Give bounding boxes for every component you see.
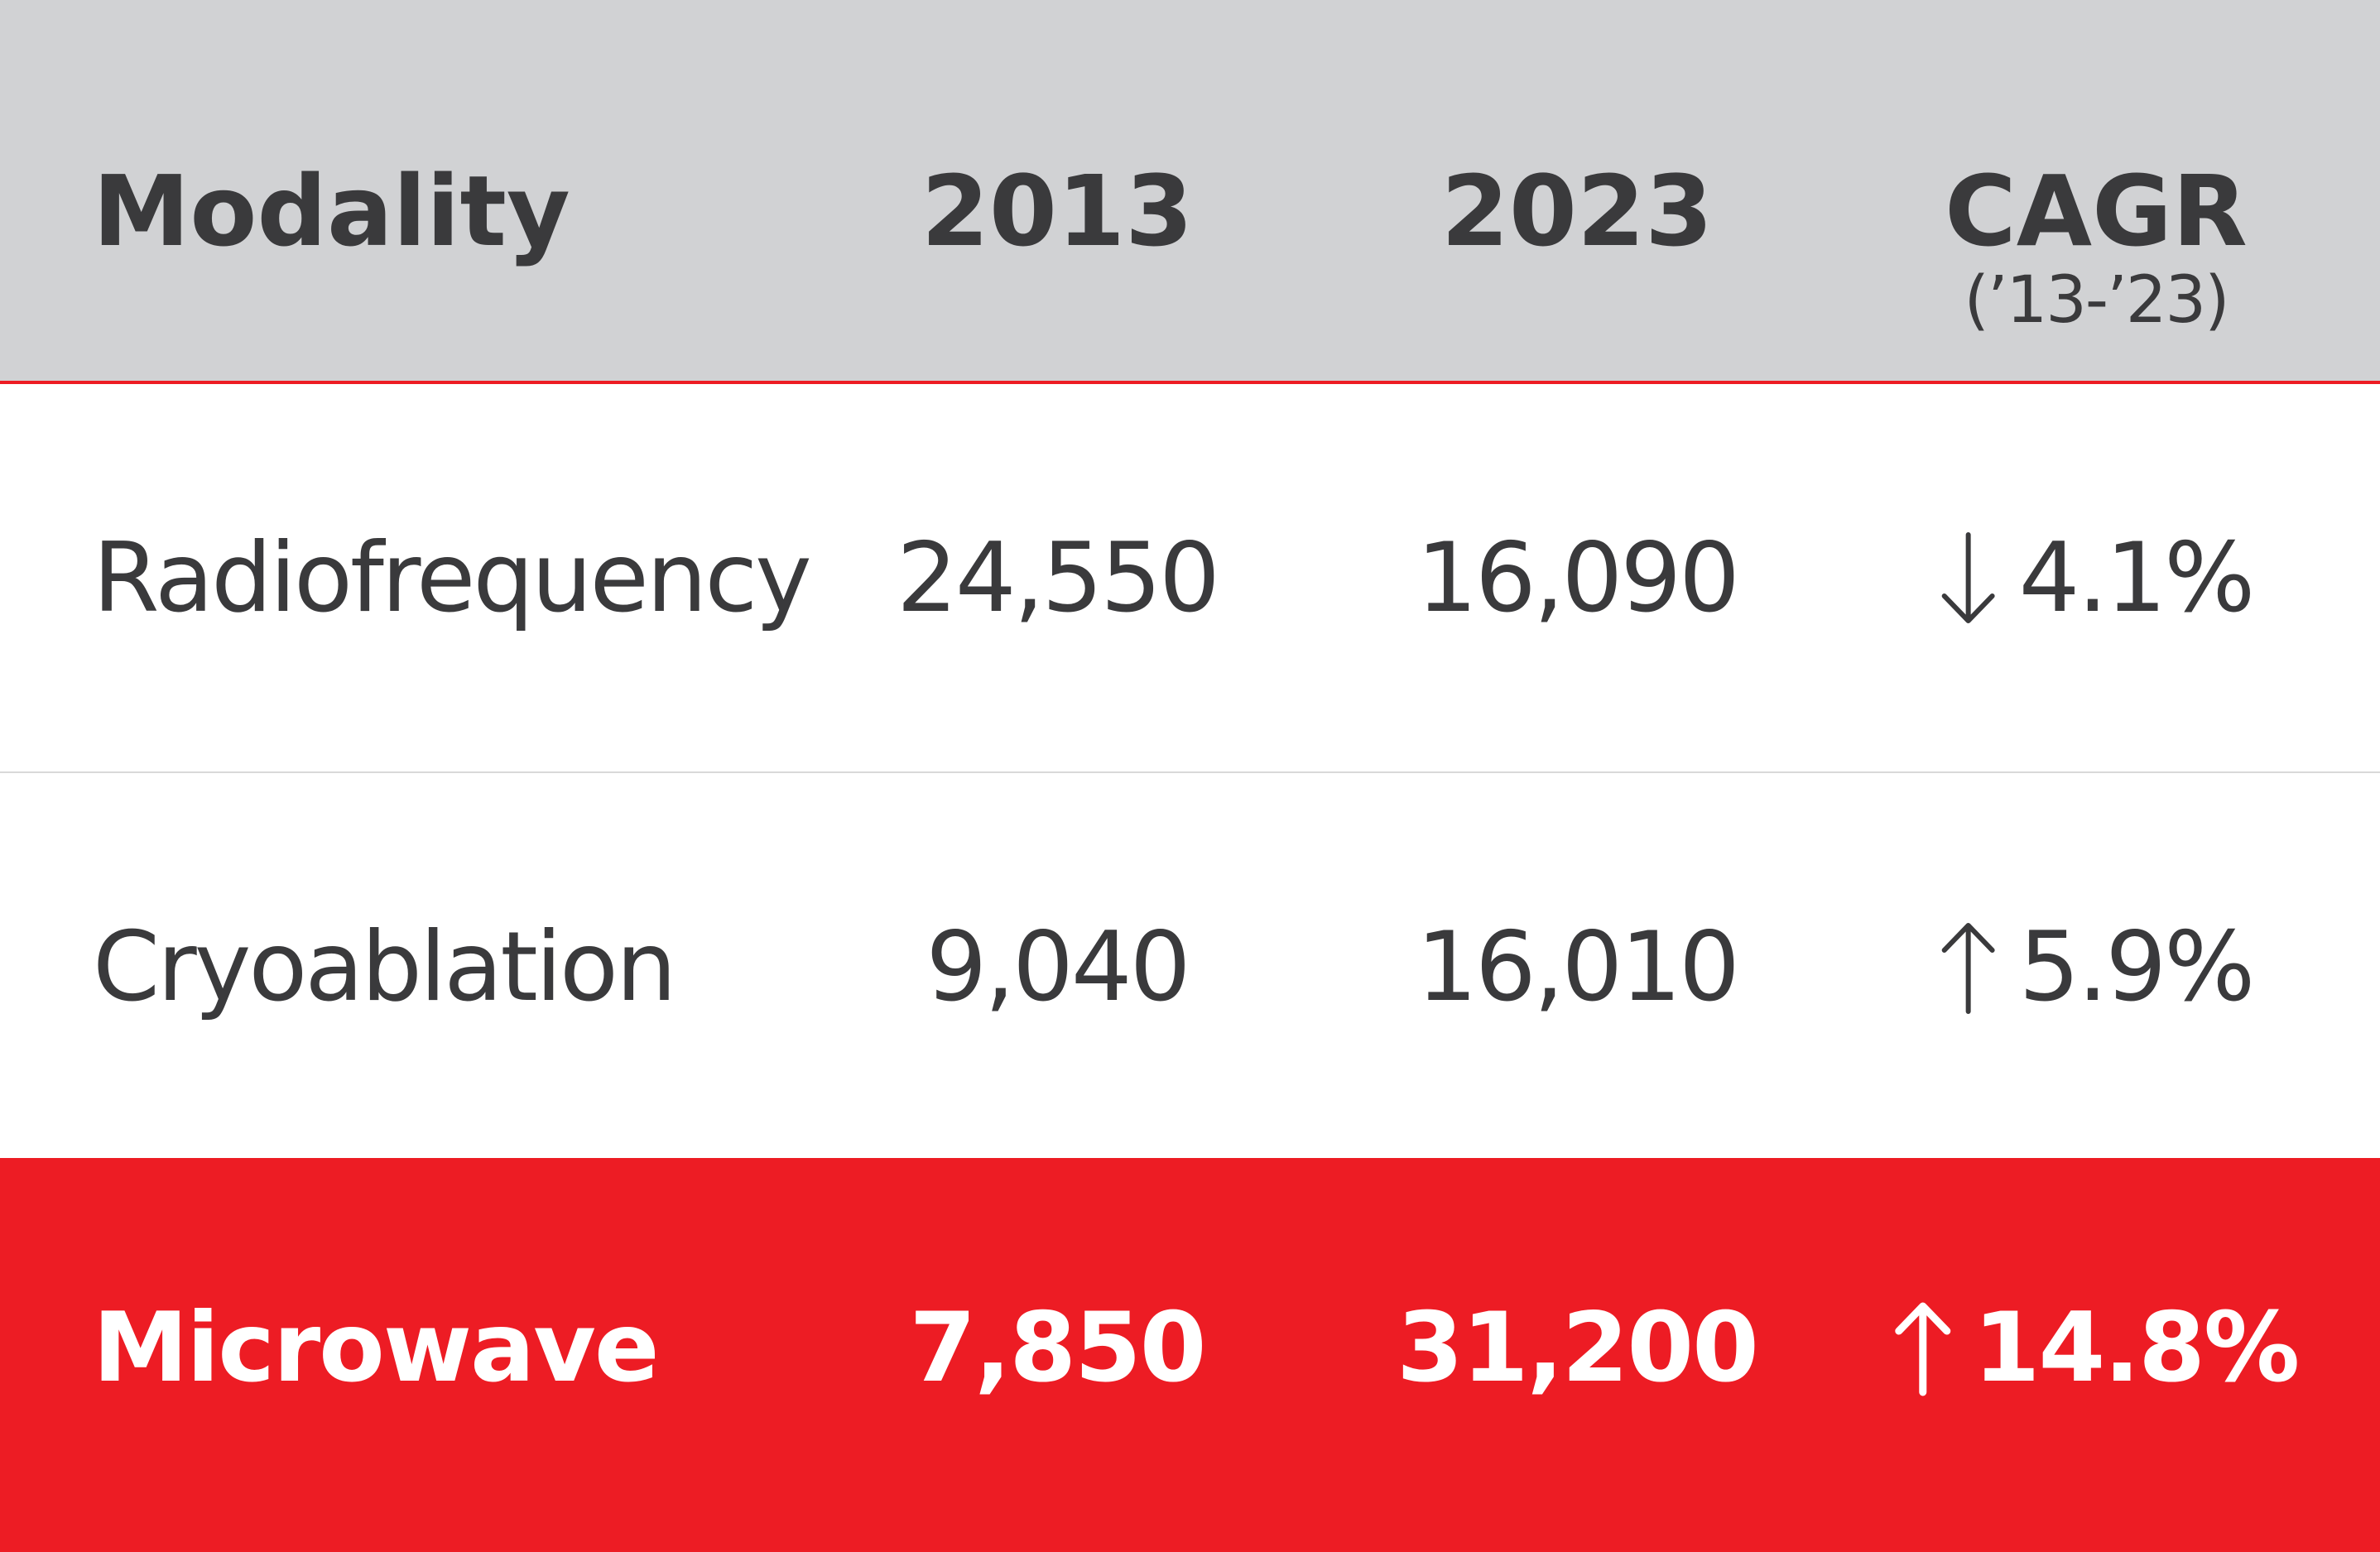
header-cagr-subtitle: (’13-’23) xyxy=(1964,263,2229,338)
arrow-down-icon xyxy=(1940,530,1998,627)
table-row: Radiofrequency 24,550 16,090 4.1% xyxy=(0,384,2380,773)
row-cagr-value: 4.1% xyxy=(2018,522,2256,634)
row-modality: Microwave xyxy=(93,1292,660,1404)
row-value-2013: 7,850 xyxy=(909,1292,1207,1404)
header-2013: 2013 xyxy=(921,154,1194,268)
header-modality: Modality xyxy=(93,154,570,268)
arrow-up-icon xyxy=(1940,919,1998,1016)
header-2023: 2023 xyxy=(1440,154,1714,268)
row-value-2013: 9,040 xyxy=(926,911,1190,1023)
row-modality: Radiofrequency xyxy=(93,522,812,634)
row-value-2023: 31,200 xyxy=(1397,1292,1759,1404)
row-cagr: 14.8% xyxy=(1894,1290,2300,1423)
row-value-2013: 24,550 xyxy=(897,522,1220,634)
row-cagr: 4.1% xyxy=(1940,521,2256,653)
table-row-highlight: Microwave 7,850 31,200 14.8% xyxy=(0,1158,2380,1552)
header-cagr: CAGR xyxy=(1945,154,2248,268)
table-row: Cryoablation 9,040 16,010 5.9% xyxy=(0,773,2380,1158)
row-cagr: 5.9% xyxy=(1940,910,2256,1042)
row-modality: Cryoablation xyxy=(93,911,677,1023)
row-value-2023: 16,010 xyxy=(1416,911,1740,1023)
row-cagr-value: 5.9% xyxy=(2018,911,2256,1023)
row-cagr-value: 14.8% xyxy=(1973,1292,2300,1404)
table-header-row: Modality 2013 2023 CAGR (’13-’23) xyxy=(0,0,2380,384)
arrow-up-icon xyxy=(1894,1300,1952,1397)
row-value-2023: 16,090 xyxy=(1416,522,1740,634)
